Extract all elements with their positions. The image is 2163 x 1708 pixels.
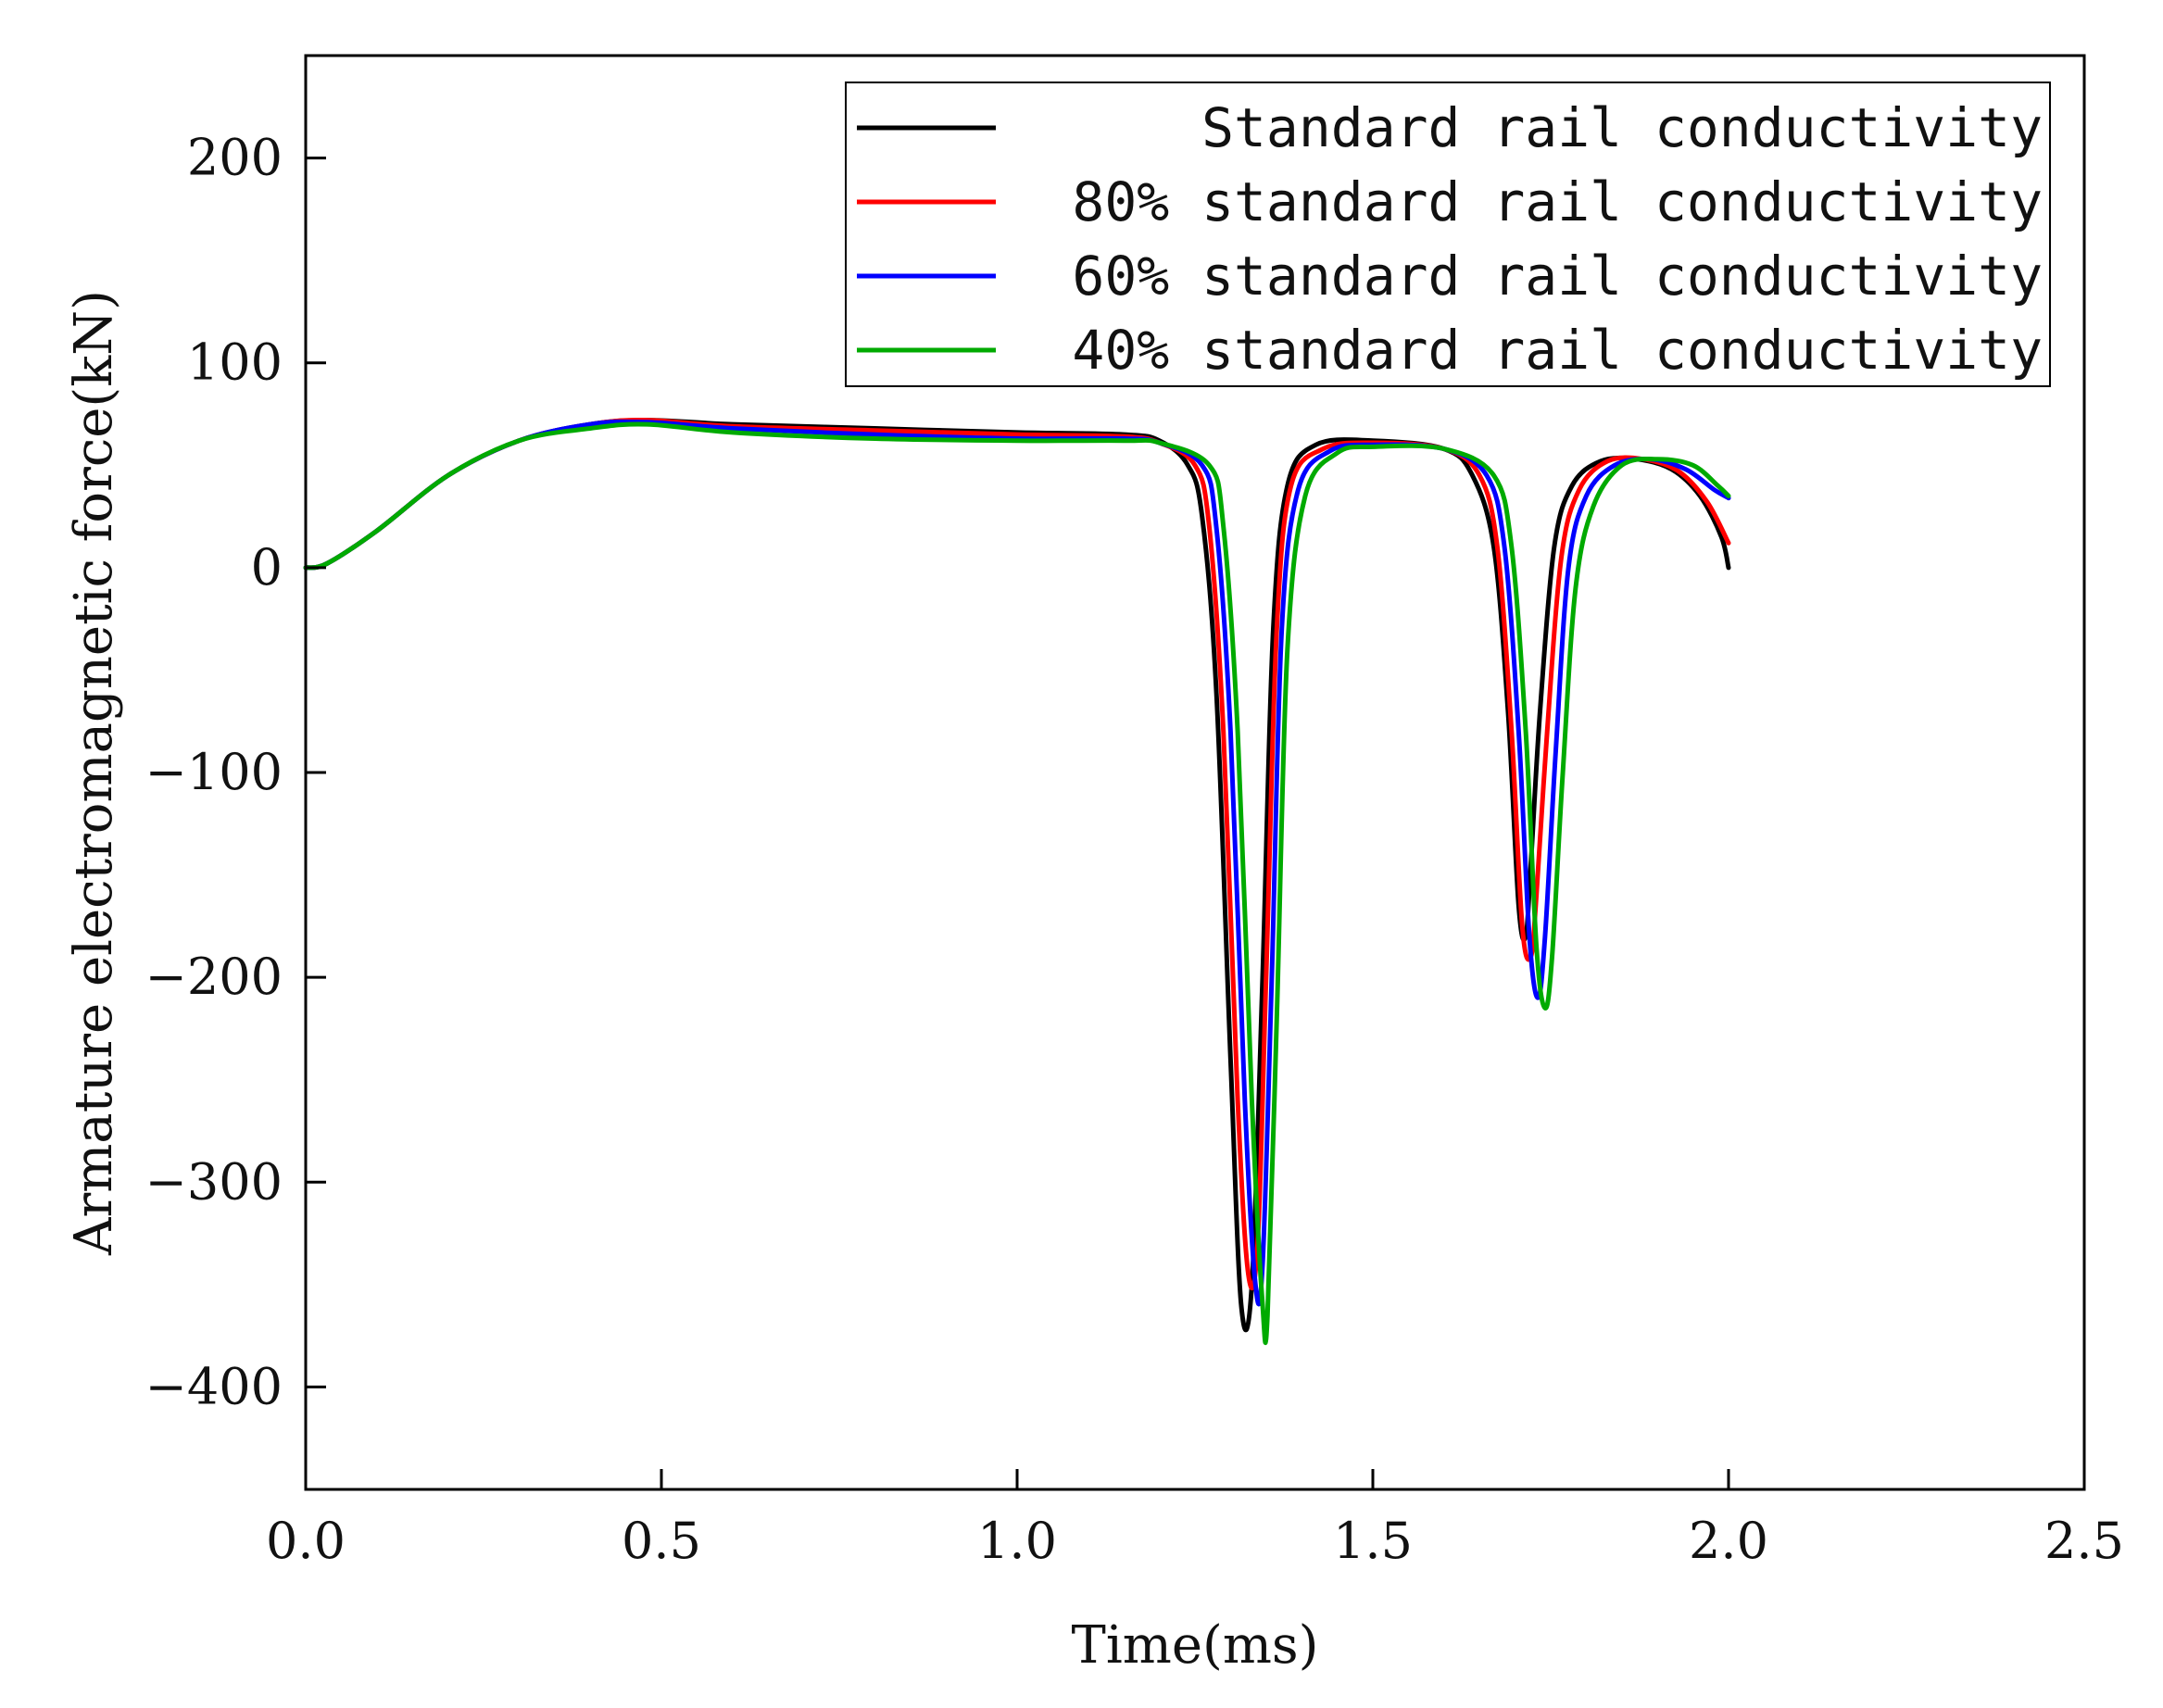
y-tick-label: −300	[145, 1152, 283, 1211]
y-tick-label: −200	[145, 948, 283, 1006]
legend-label-60: 60% standard rail conductivity	[1072, 245, 2043, 308]
x-tick-label: 1.0	[977, 1512, 1057, 1570]
y-tick-label: 200	[187, 129, 283, 187]
legend-box	[845, 82, 2051, 387]
legend-label-80: 80% standard rail conductivity	[1072, 170, 2043, 233]
series-line-2	[303, 419, 1731, 1307]
y-tick-label: −100	[145, 743, 283, 801]
y-axis-title: Armature electromagnetic force(kN)	[64, 290, 124, 1256]
x-tick-label: 2.5	[2044, 1512, 2124, 1570]
x-axis-title: Time(ms)	[1071, 1615, 1318, 1676]
x-tick-label: 0.5	[622, 1512, 701, 1570]
y-tick-label: 100	[187, 333, 283, 392]
x-tick-label: 2.0	[1689, 1512, 1768, 1570]
x-tick-label: 1.5	[1333, 1512, 1413, 1570]
axes-layer: 0.0 0.5 1.0 1.5 2.0 2.5 −400 −300 −200 −100 0 100 20…	[145, 129, 2124, 1570]
legend: Standard rail conductivity 80% standard …	[845, 82, 2051, 387]
x-tick-label: 0.0	[266, 1512, 346, 1570]
series-layer	[303, 418, 1731, 1345]
legend-label-40: 40% standard rail conductivity	[1072, 319, 2043, 382]
y-tick-label: 0	[251, 538, 283, 597]
y-tick-label: −400	[145, 1357, 283, 1415]
legend-label-standard: Standard rail conductivity	[1201, 96, 2043, 159]
series-line-3	[303, 421, 1731, 1345]
plot-frame	[304, 54, 2086, 1491]
